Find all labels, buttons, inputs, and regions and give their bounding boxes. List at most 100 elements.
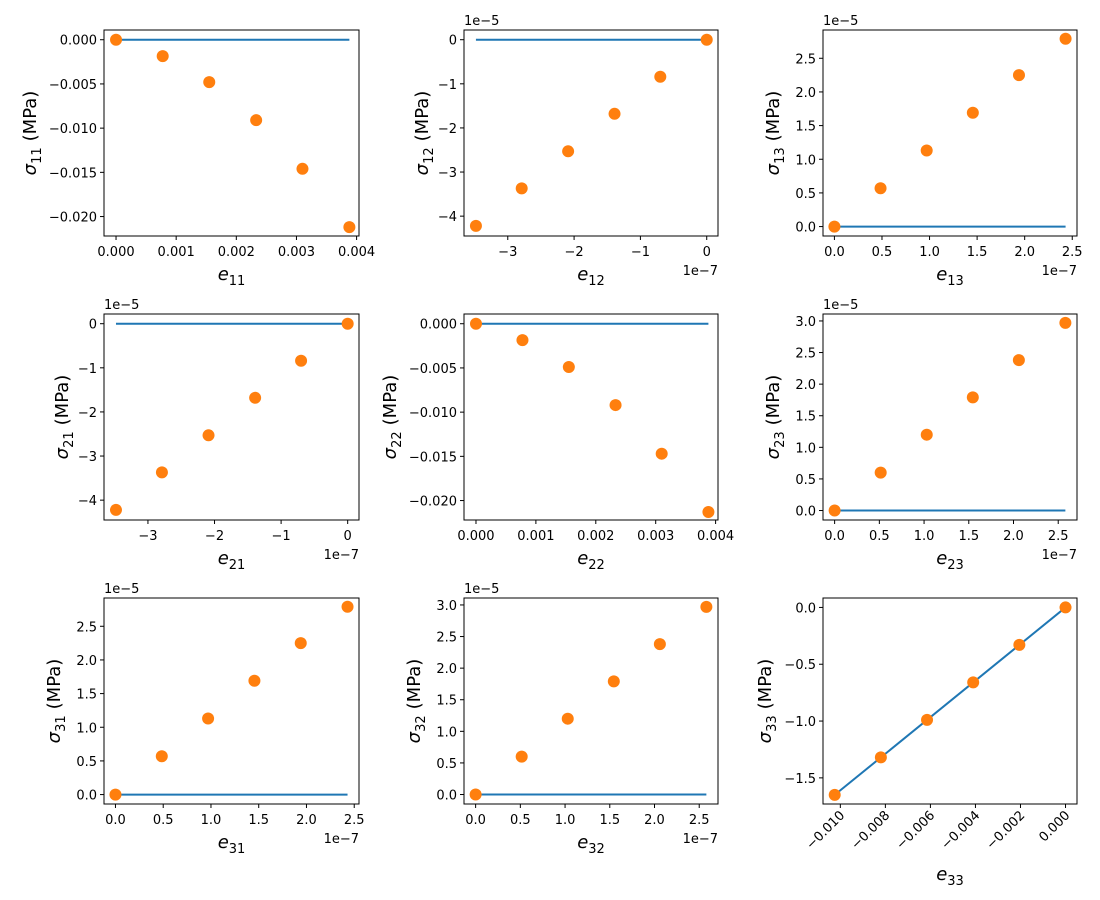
subplot-s33: −0.010 −0.008 −0.006 −0.004 −0.002 0.000 0.0 −0… — [755, 597, 1078, 889]
x-tick-label: 2.0 — [1014, 245, 1035, 260]
subplot-s11: 0.000 0.001 0.002 0.003 0.004 0.000 −0.005 −0.0… — [20, 29, 375, 289]
x-tick-label: 0.001 — [517, 529, 554, 544]
axes-frame — [822, 29, 1078, 237]
data-point — [1059, 601, 1072, 614]
subplot-s22: 0.000 0.001 0.002 0.003 0.004 0.000 −0.005 −0.0… — [380, 313, 734, 573]
y-axis-label: σ22(MPa) — [380, 375, 405, 460]
y-tick-label: 0.0 — [795, 221, 816, 236]
x-axis-label: e31 — [218, 832, 246, 857]
y-tick-label: −0.010 — [409, 406, 457, 421]
y-offset-label: 1e−5 — [104, 582, 139, 597]
x-tick-label: 0.004 — [697, 529, 734, 544]
x-tick-label: 0.000 — [457, 529, 494, 544]
x-tick-label: 1.5 — [599, 813, 620, 828]
x-tick-label: 1.0 — [914, 529, 935, 544]
data-point — [250, 114, 263, 127]
y-tick-label: −1 — [78, 362, 97, 377]
data-point — [203, 76, 216, 89]
data-point — [967, 676, 980, 689]
data-point — [655, 447, 668, 460]
axes-frame — [103, 29, 360, 237]
y-axis-label: σ21(MPa) — [52, 375, 77, 460]
data-point — [515, 750, 528, 763]
y-tick-label: 0 — [449, 34, 457, 49]
y-tick-label: 2.5 — [436, 631, 457, 646]
x-tick-label: 2.0 — [644, 813, 665, 828]
y-tick-label: −0.015 — [49, 166, 97, 181]
axes-frame — [463, 313, 719, 521]
x-tick-label: 0.002 — [577, 529, 614, 544]
data-point — [1012, 354, 1025, 367]
data-point — [874, 466, 887, 479]
y-tick-label: 0 — [89, 318, 97, 333]
x-tick-label: 0.0 — [465, 813, 486, 828]
data-point — [295, 354, 308, 367]
x-tick-label: 1.0 — [555, 813, 576, 828]
axes-frame — [822, 597, 1078, 805]
data-point — [202, 429, 215, 442]
x-tick-label: 0.002 — [218, 245, 255, 260]
y-tick-label: −2 — [78, 406, 97, 421]
data-point — [516, 334, 529, 347]
y-tick-label: 0.000 — [420, 318, 457, 333]
data-point — [828, 504, 841, 517]
x-tick-label: 1.5 — [958, 529, 979, 544]
y-tick-label: 0.0 — [436, 789, 457, 804]
x-tick-label: 0.0 — [824, 245, 845, 260]
y-axis-label: σ12(MPa) — [412, 91, 437, 176]
data-point — [1013, 638, 1026, 651]
y-offset-label: 1e−5 — [823, 14, 858, 29]
y-tick-label: −0.010 — [49, 122, 97, 137]
y-offset-label: 1e−5 — [464, 14, 499, 29]
y-tick-label: 1.5 — [795, 120, 816, 135]
data-point — [110, 33, 123, 46]
axes-frame — [822, 313, 1078, 521]
data-point — [874, 182, 887, 195]
data-point — [156, 50, 169, 63]
data-point — [609, 399, 622, 412]
data-point — [296, 162, 309, 175]
data-point — [155, 750, 168, 763]
x-tick-label: 0.003 — [278, 245, 315, 260]
y-tick-label: 2.5 — [795, 347, 816, 362]
x-tick-label: 0 — [344, 529, 352, 544]
x-tick-label: −0.002 — [984, 808, 1029, 853]
x-tick-label: 0.5 — [510, 813, 531, 828]
data-point — [654, 70, 667, 83]
y-tick-label: 1.0 — [795, 441, 816, 456]
y-tick-label: −0.005 — [409, 362, 457, 377]
y-tick-label: 2.0 — [795, 86, 816, 101]
data-point — [109, 788, 122, 801]
subplot-s31: 0.0 0.5 1.0 1.5 2.0 2.5 0.0 0.5 1.0 1.5 2.0 2.5 1e−5… — [44, 582, 365, 857]
x-tick-label: 0 — [703, 245, 711, 260]
x-tick-label: −2 — [565, 245, 584, 260]
axes-frame — [103, 597, 360, 805]
data-point — [1059, 316, 1072, 329]
data-point — [700, 33, 713, 46]
fit-line — [834, 606, 1067, 796]
x-tick-label: 0.003 — [637, 529, 674, 544]
y-tick-label: −1 — [438, 78, 457, 93]
y-axis-label: σ11(MPa) — [20, 91, 45, 176]
data-point — [920, 144, 933, 157]
data-point — [515, 182, 528, 195]
x-tick-label: 0.000 — [1036, 808, 1073, 845]
y-tick-label: 2.0 — [795, 378, 816, 393]
y-axis-label: σ33(MPa) — [755, 659, 780, 744]
subplot-s32: 0.0 0.5 1.0 1.5 2.0 2.5 0.0 0.5 1.0 1.5 2.0 2.5 3.0 1… — [404, 582, 719, 857]
y-tick-label: 1.5 — [436, 694, 457, 709]
data-point — [561, 712, 574, 725]
data-point — [248, 674, 261, 687]
y-tick-label: −0.005 — [49, 78, 97, 93]
x-tick-label: −0.004 — [939, 808, 984, 853]
x-tick-label: 2.5 — [1062, 245, 1083, 260]
x-tick-label: 2.5 — [344, 813, 365, 828]
data-point — [700, 600, 713, 613]
subplot-s21: −3 −2 −1 0 0 −1 −2 −3 −4 1e−5 1e−7 e21 σ21(MPa) — [52, 298, 360, 573]
x-tick-label: 0.0 — [105, 813, 126, 828]
axes-frame — [463, 29, 719, 237]
subplot-s13: 0.0 0.5 1.0 1.5 2.0 2.5 0.0 0.5 1.0 1.5 2.0 2.5 1e−5… — [763, 14, 1083, 289]
data-point — [874, 751, 887, 764]
y-axis-label: σ31(MPa) — [44, 659, 69, 744]
